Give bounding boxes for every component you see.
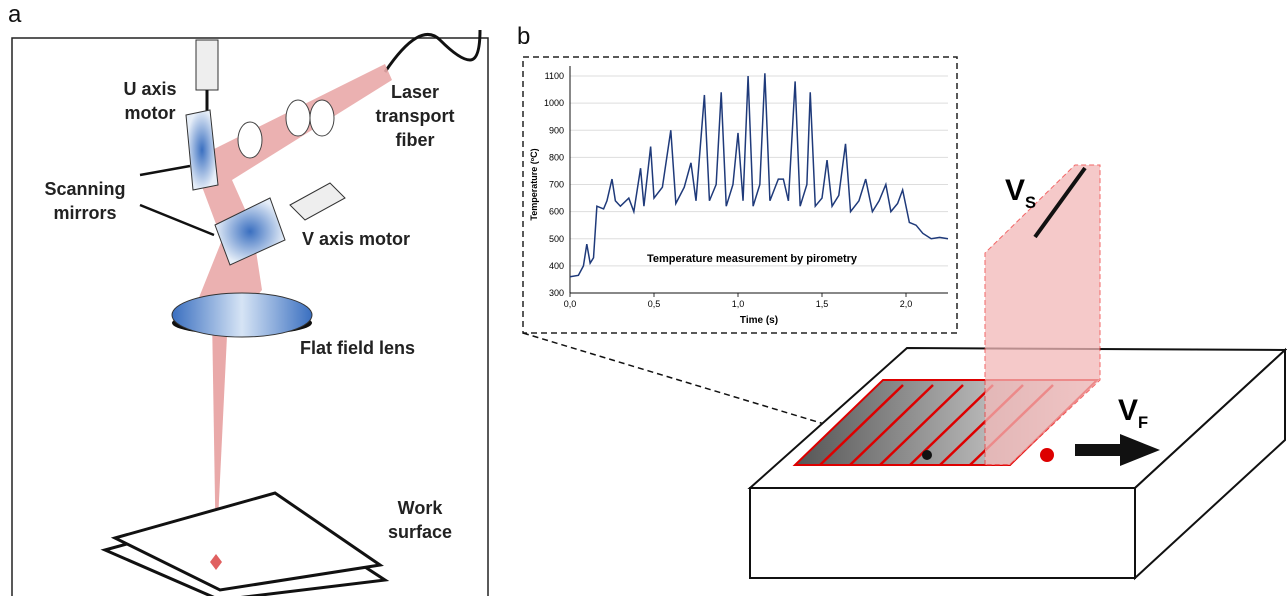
pointer [139, 164, 215, 237]
x-tick-label: 0,0 [564, 299, 577, 309]
point [1040, 448, 1054, 462]
y-tick-label: 500 [549, 234, 564, 244]
spot [210, 554, 222, 570]
point [922, 450, 932, 460]
fiber [383, 29, 482, 73]
vs-arrow [1033, 166, 1087, 239]
flat-field-lens [171, 292, 313, 338]
label: mirrors [53, 203, 116, 223]
label: motor [125, 103, 176, 123]
work-surface [110, 491, 384, 592]
x-tick-label: 1,5 [816, 299, 829, 309]
velocity-label: VS [1005, 174, 1036, 212]
y-tick-label: 1000 [544, 98, 564, 108]
y-tick-label: 700 [549, 180, 564, 190]
label: Flat field lens [300, 338, 415, 358]
mirror [214, 197, 286, 266]
scan-path [819, 384, 1054, 466]
symbol: V [1005, 174, 1025, 207]
panel-label: a [8, 1, 22, 28]
y-axis-label: Temperature (ºC) [529, 148, 539, 220]
label: V axis motor [302, 229, 410, 249]
lens [237, 121, 263, 159]
label: surface [388, 522, 452, 542]
label: U axis [123, 79, 176, 99]
subscript: F [1138, 414, 1148, 432]
lens [309, 99, 335, 137]
inset-frame [522, 56, 958, 334]
lens [285, 99, 311, 137]
block-side [1134, 347, 1286, 581]
vf-arrow [1075, 434, 1160, 466]
y-tick-label: 300 [549, 288, 564, 298]
mirror [185, 109, 219, 191]
motor [195, 39, 219, 91]
label: Laser [391, 82, 439, 102]
subscript: S [1025, 194, 1036, 212]
panel-label: b [517, 23, 530, 50]
chart-title: Temperature measurement by pirometry [647, 253, 858, 265]
label: Scanning [44, 179, 125, 199]
velocity-label: VF [1118, 394, 1148, 432]
labels: U axis motor Laser transport fiber Scanning mi… [44, 79, 454, 542]
y-tick-label: 600 [549, 207, 564, 217]
laser-cone [212, 315, 228, 562]
symbol: V [1118, 394, 1138, 427]
x-tick-label: 1,0 [732, 299, 745, 309]
block-front [749, 487, 1136, 579]
panel-frame [11, 37, 489, 596]
y-tick-label: 400 [549, 261, 564, 271]
x-tick-label: 2,0 [900, 299, 913, 309]
y-tick-label: 1100 [545, 71, 564, 81]
x-axis-label: Time (s) [740, 315, 778, 326]
label: fiber [395, 130, 434, 150]
label: Work [398, 498, 444, 518]
motor [289, 182, 346, 221]
scan-plane [984, 164, 1101, 466]
chart: 300 400 500 600 700 800 900 1000 1100 0,0 0,5 1,0 1,… [529, 66, 949, 326]
x-tick-label: 0,5 [648, 299, 661, 309]
y-tick-label: 900 [549, 125, 564, 135]
y-tick-label: 800 [549, 152, 564, 162]
label: transport [375, 106, 454, 126]
series-line [569, 73, 949, 278]
